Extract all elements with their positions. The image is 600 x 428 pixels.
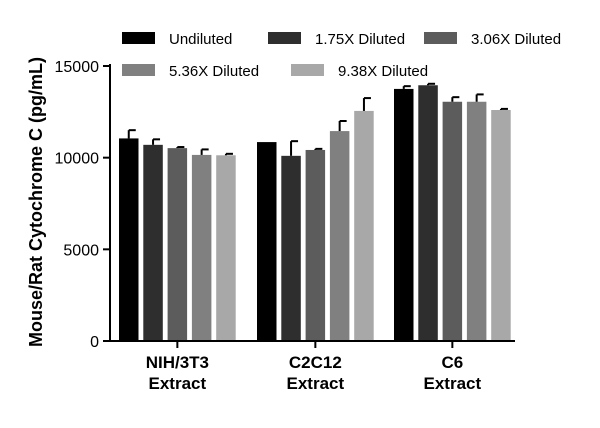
bar-1-3 <box>167 148 188 341</box>
bar-2-1 <box>257 142 277 341</box>
x-tick-label-1-2: Extract <box>149 374 207 393</box>
x-tick-label-3-1: C6 <box>441 353 463 372</box>
x-tick-label-2-2: Extract <box>287 374 345 393</box>
bar-1-5 <box>216 155 236 341</box>
x-tick-label-1-1: NIH/3T3 <box>146 353 209 372</box>
y-tick-label-5000: 5000 <box>63 242 99 259</box>
bar-2-3 <box>305 149 326 341</box>
legend-label-4: 5.36X Diluted <box>169 63 259 80</box>
bar-1-1 <box>119 138 139 341</box>
legend-label-5: 9.38X Diluted <box>338 63 428 80</box>
y-axis-label: Mouse/Rat Cytochrome C (pg/mL) <box>26 57 46 347</box>
y-tick-label-0: 0 <box>90 334 99 351</box>
bar-3-5 <box>491 110 511 341</box>
x-tick-label-2-1: C2C12 <box>289 353 342 372</box>
bar-1-2 <box>143 144 163 341</box>
legend-swatch-5 <box>291 64 324 76</box>
bar-3-2 <box>418 85 438 341</box>
legend-swatch-4 <box>122 64 155 76</box>
legend: Undiluted 1.75X Diluted 3.06X Diluted 5.36X… <box>122 31 561 80</box>
y-tick-label-15000: 15000 <box>55 59 100 76</box>
legend-swatch-2 <box>268 32 301 44</box>
bar-3-1 <box>394 88 414 342</box>
legend-swatch-3 <box>424 32 457 44</box>
legend-label-3: 3.06X Diluted <box>471 31 561 48</box>
axes: 0 5000 10000 15000 NIH/3T3 Extract C2C12 Extrac… <box>55 59 515 393</box>
bar-2-2 <box>281 155 301 341</box>
bar-1-4 <box>191 154 212 341</box>
bars <box>119 82 511 342</box>
bar-2-4 <box>329 131 350 341</box>
bar-3-4 <box>466 101 487 341</box>
legend-label-1: Undiluted <box>169 31 232 48</box>
legend-label-2: 1.75X Diluted <box>315 31 405 48</box>
bar-3-3 <box>442 101 463 341</box>
x-tick-label-3-2: Extract <box>424 374 482 393</box>
bar-2-5 <box>354 110 374 342</box>
legend-swatch-1 <box>122 32 155 44</box>
y-tick-label-10000: 10000 <box>55 151 100 168</box>
